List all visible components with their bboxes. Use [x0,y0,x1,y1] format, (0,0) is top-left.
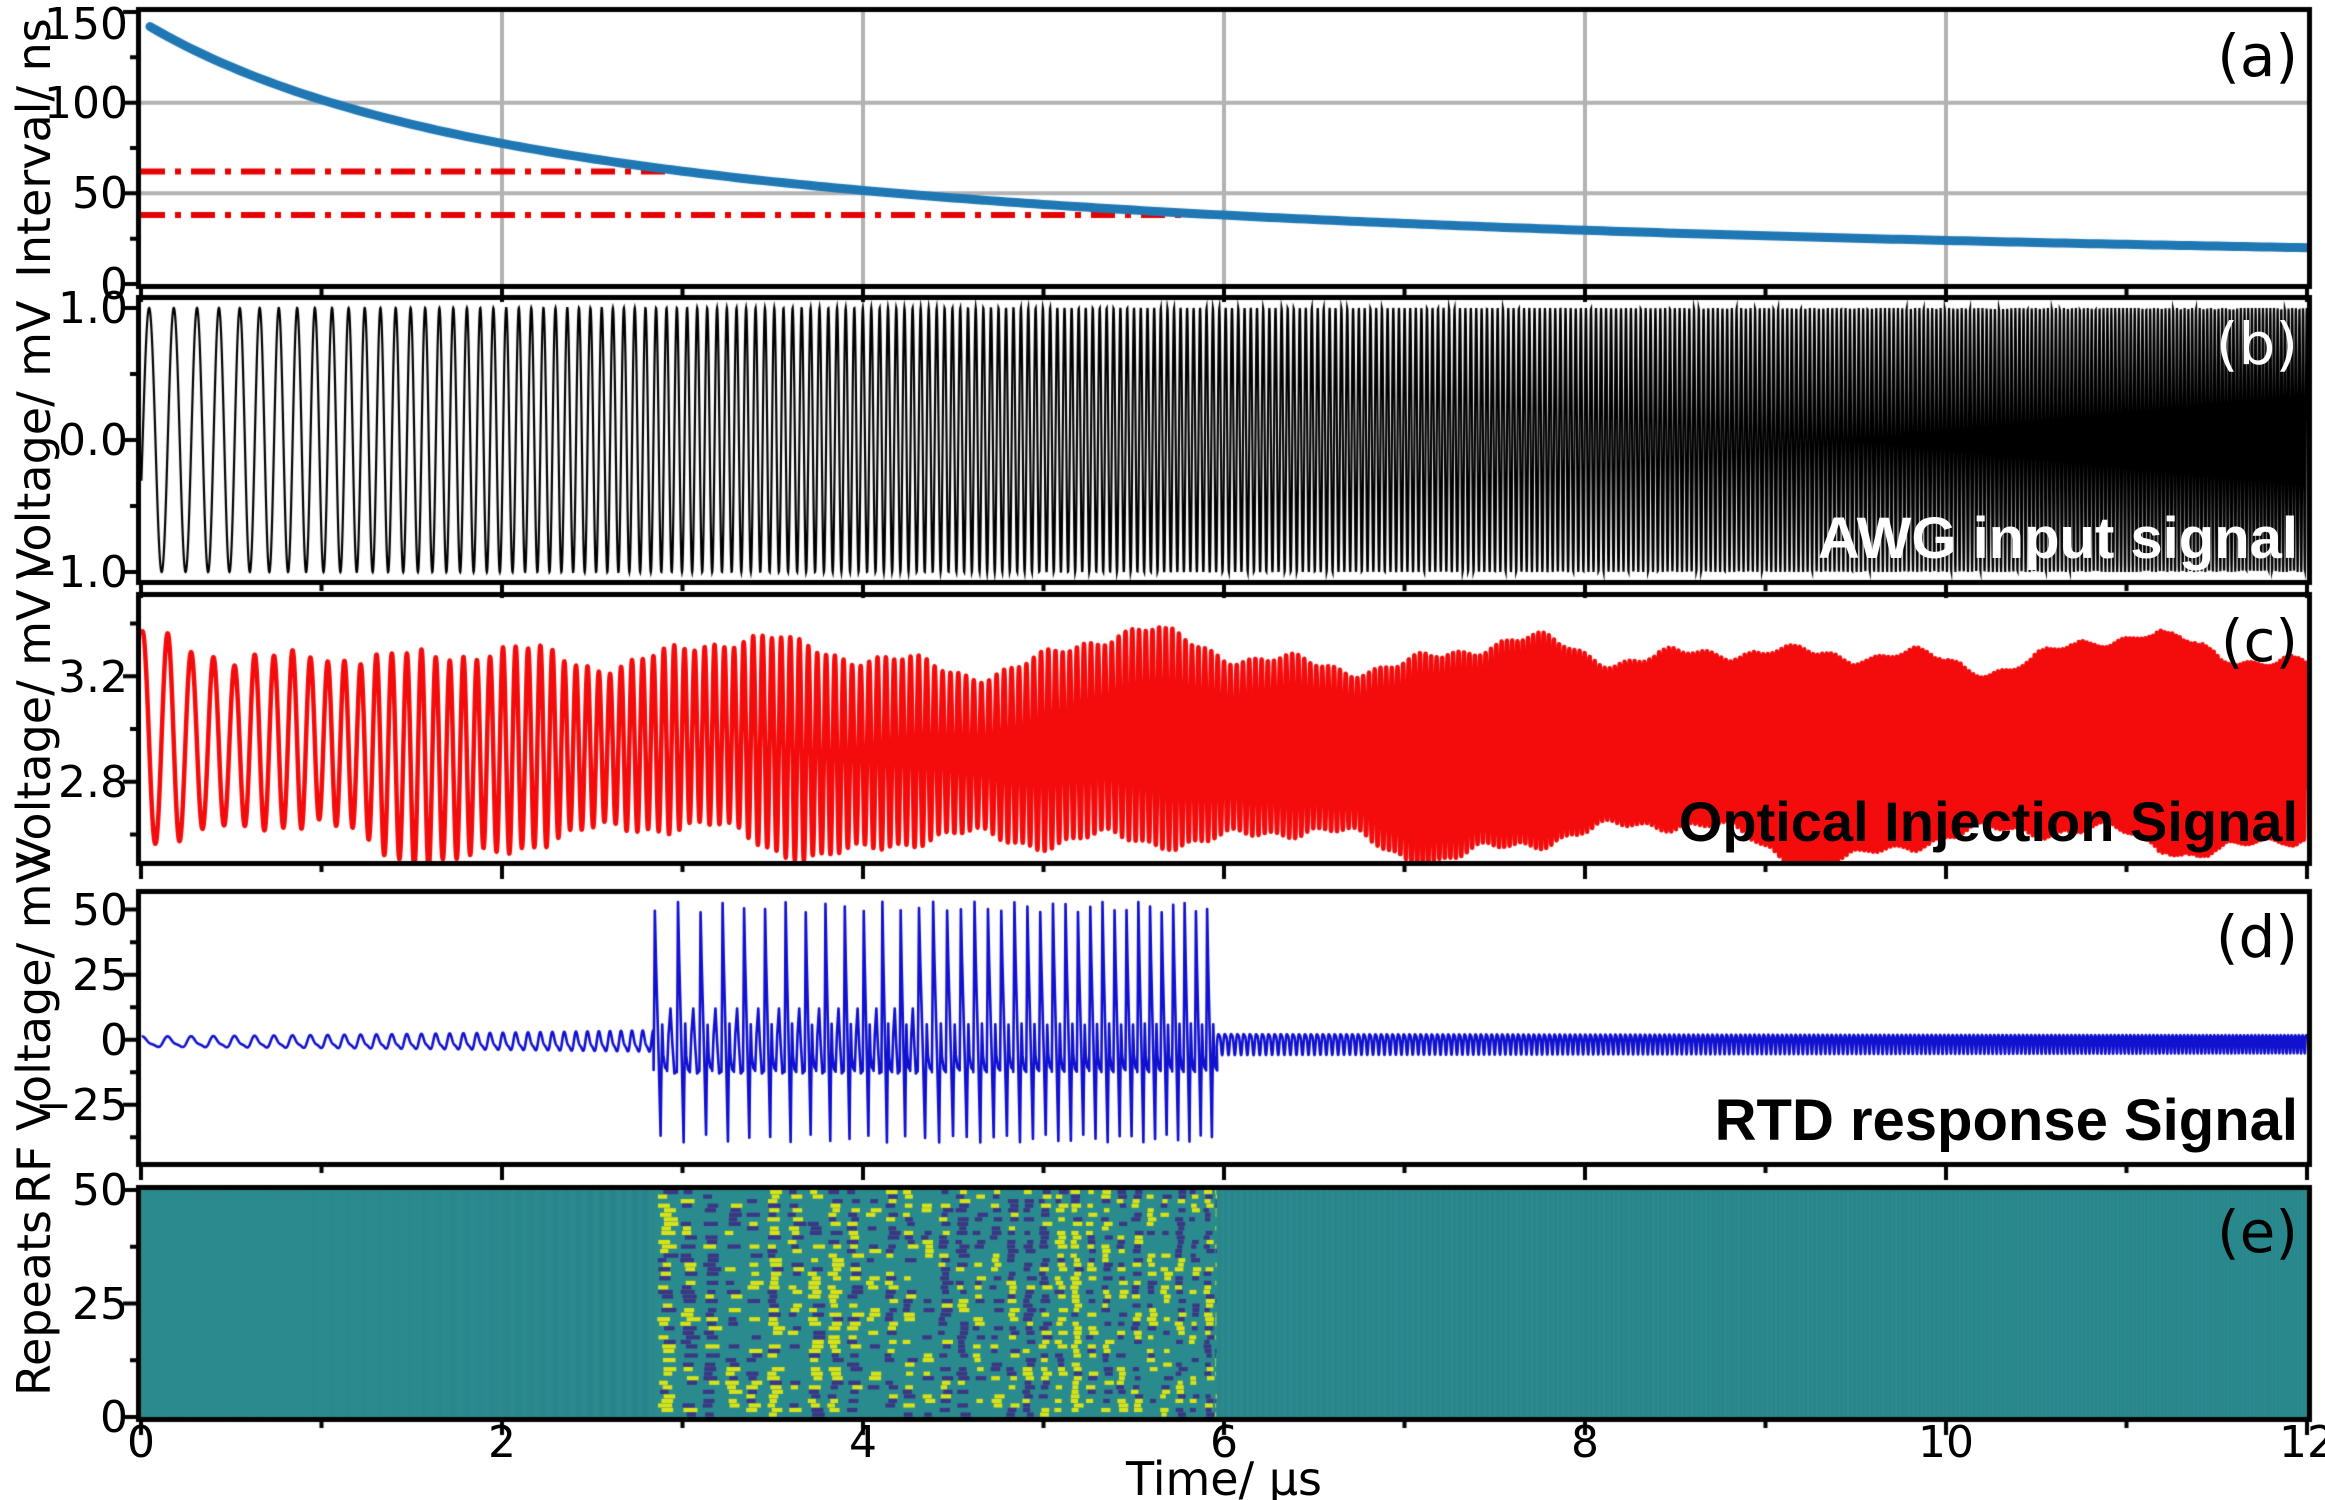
y-tick-d-0: 0 [100,1015,128,1066]
x-tick-0: 0 [127,1417,155,1468]
y-axis-title-a: Interval/ ns [7,18,61,278]
x-tick-4: 4 [849,1417,877,1468]
x-tick-10: 10 [1918,1417,1974,1468]
awg-signal-label: AWG input signal [1817,506,2298,571]
rtd-signal-label: RTD response Signal [1714,1088,2298,1153]
y-tick-e-50: 50 [72,1165,128,1216]
y-axis-title-c: Voltage/ mV [7,589,61,869]
y-tick-b-1: 1.0 [58,283,128,334]
y-tick-e-0: 0 [100,1392,128,1443]
optical-signal-label: Optical Injection Signal [1678,790,2298,853]
y-tick-c-32: 3.2 [58,652,128,703]
panel-a-label: (a) [2217,22,2298,90]
y-tick-a-0: 0 [100,259,128,310]
y-tick-a-50: 50 [72,168,128,219]
y-tick-e-25: 25 [72,1279,128,1330]
panel-e-label: (e) [2217,1198,2298,1266]
y-tick-d-m25: −25 [35,1080,128,1131]
y-tick-d-25: 25 [72,950,128,1001]
panel-d-label: (d) [2215,903,2298,971]
y-tick-a-100: 100 [44,78,128,129]
x-axis-title: Time/ µs [1126,1452,1322,1500]
y-tick-b-0: 0.0 [58,415,128,466]
panel-b-label: (b) [2215,310,2298,378]
x-tick-6: 6 [1210,1417,1238,1468]
panel-c-label: (c) [2220,607,2298,675]
y-tick-a-150: 150 [44,0,128,50]
y-tick-b-m1: −1.0 [21,547,128,598]
x-tick-2: 2 [488,1417,516,1468]
x-tick-8: 8 [1571,1417,1599,1468]
x-tick-12: 12 [2279,1417,2325,1468]
y-tick-c-28: 2.8 [58,757,128,808]
y-tick-d-50: 50 [72,885,128,936]
